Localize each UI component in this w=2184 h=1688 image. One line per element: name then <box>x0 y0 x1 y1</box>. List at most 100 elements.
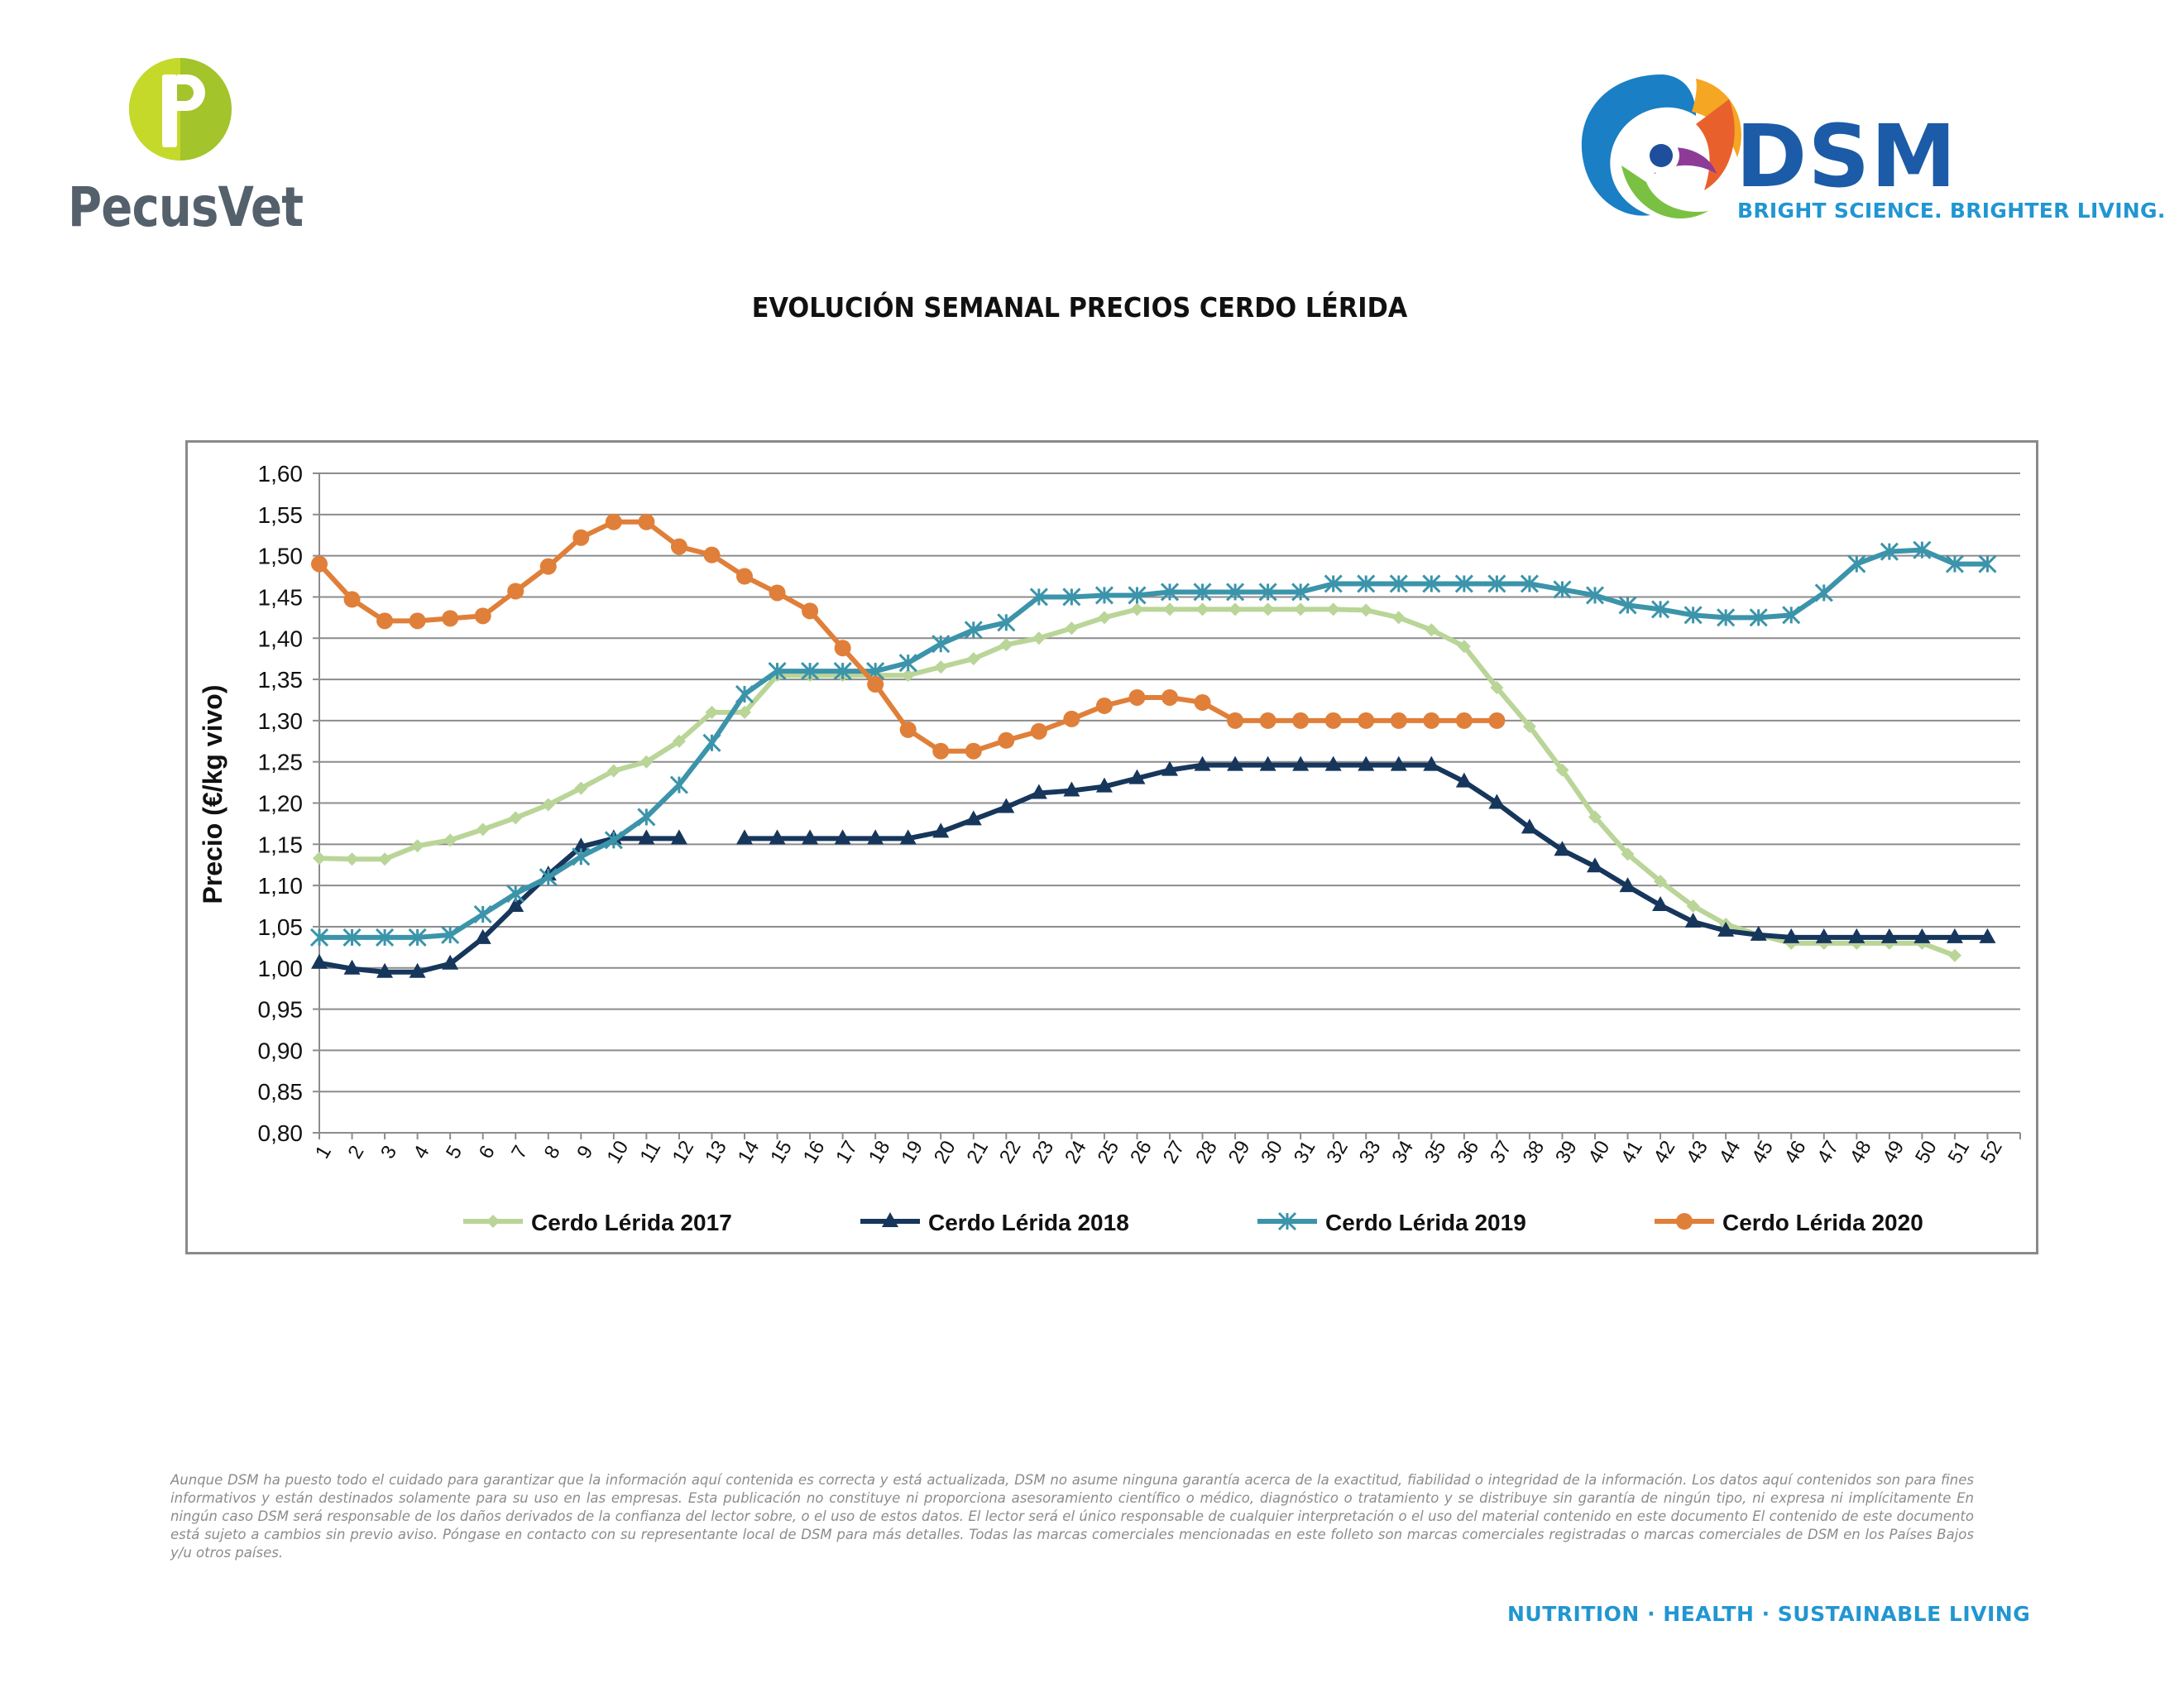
data-point <box>1258 583 1277 602</box>
y-tick-label: 1,60 <box>258 461 304 487</box>
data-point <box>1422 574 1441 593</box>
x-tick-label: 18 <box>864 1137 895 1168</box>
data-point <box>1815 928 1832 943</box>
data-point <box>1848 928 1866 943</box>
x-tick-label: 37 <box>1486 1137 1516 1168</box>
data-point <box>409 612 426 630</box>
data-point <box>637 808 656 827</box>
data-point <box>1455 712 1473 729</box>
data-point <box>1945 554 1964 573</box>
data-point <box>1782 606 1801 625</box>
data-point <box>1847 554 1866 573</box>
data-point <box>574 781 588 795</box>
x-tick-label: 35 <box>1420 1137 1451 1168</box>
x-tick-label: 33 <box>1355 1137 1386 1168</box>
x-tick-label: 36 <box>1453 1137 1483 1168</box>
data-point <box>541 798 555 812</box>
x-tick-label: 15 <box>766 1137 797 1168</box>
data-point <box>1324 755 1342 771</box>
x-tick-label: 17 <box>831 1137 862 1168</box>
x-tick-label: 38 <box>1519 1137 1549 1168</box>
x-tick-label: 43 <box>1682 1137 1712 1168</box>
x-tick-label: 7 <box>507 1142 532 1163</box>
data-point <box>1457 640 1471 654</box>
data-point <box>539 558 557 575</box>
y-tick-label: 1,20 <box>258 791 304 817</box>
data-point <box>1128 688 1146 706</box>
x-tick-label: 9 <box>572 1142 597 1163</box>
x-tick-label: 31 <box>1290 1137 1320 1168</box>
x-tick-label: 25 <box>1094 1137 1124 1168</box>
y-tick-label: 0,80 <box>258 1120 304 1146</box>
data-point <box>1619 877 1636 893</box>
dsm-logo-text: DSM <box>1736 106 1957 207</box>
data-point <box>1749 608 1768 627</box>
data-point <box>672 734 686 748</box>
legend-label: Cerdo Lérida 2020 <box>1722 1210 1923 1235</box>
data-point <box>1488 794 1506 809</box>
x-tick-label: 2 <box>344 1142 369 1163</box>
data-point <box>899 721 917 738</box>
data-point <box>1425 623 1439 637</box>
data-point <box>1324 712 1342 729</box>
data-point <box>1292 755 1310 771</box>
data-point <box>1227 712 1244 729</box>
data-point <box>408 928 427 947</box>
data-point <box>1913 540 1932 559</box>
data-point <box>1880 928 1898 943</box>
x-tick-label: 1 <box>311 1142 336 1163</box>
data-point <box>1684 606 1703 625</box>
data-point <box>834 829 851 845</box>
data-point <box>867 676 884 693</box>
data-point <box>1423 755 1440 771</box>
page-title: EVOLUCIÓN SEMANAL PRECIOS CERDO LÉRIDA <box>751 291 1408 324</box>
y-tick-label: 1,40 <box>258 626 304 651</box>
data-point <box>1487 574 1506 593</box>
data-point <box>1618 596 1637 615</box>
data-point <box>1488 712 1506 729</box>
data-point <box>342 928 362 947</box>
data-point <box>1357 574 1376 593</box>
data-point <box>1029 587 1048 607</box>
data-point <box>1783 928 1800 943</box>
disclaimer-text: Aunque DSM ha puesto todo el cuidado par… <box>170 1472 1974 1561</box>
y-tick-label: 1,45 <box>258 584 304 610</box>
data-point <box>311 953 328 969</box>
x-tick-label: 47 <box>1813 1137 1843 1168</box>
data-point <box>1684 912 1702 928</box>
data-point <box>1554 841 1571 856</box>
data-point <box>1423 712 1440 729</box>
data-point <box>997 613 1016 632</box>
data-point <box>376 928 395 947</box>
data-point <box>1521 818 1538 834</box>
data-point <box>410 839 424 853</box>
data-point <box>441 925 460 944</box>
data-point <box>1978 554 1997 573</box>
x-tick-label: 44 <box>1715 1137 1746 1168</box>
x-tick-label: 28 <box>1191 1137 1222 1168</box>
data-point <box>539 868 558 887</box>
x-tick-label: 49 <box>1878 1137 1909 1168</box>
x-tick-label: 45 <box>1747 1137 1778 1168</box>
data-point <box>1880 542 1899 561</box>
data-point <box>1979 928 1996 943</box>
data-point <box>506 885 525 904</box>
data-point <box>1226 583 1245 602</box>
x-tick-label: 5 <box>442 1142 467 1163</box>
y-tick-label: 1,10 <box>258 873 304 899</box>
data-point <box>1095 697 1113 714</box>
data-point <box>1676 1213 1693 1230</box>
x-tick-label: 10 <box>602 1137 633 1168</box>
y-tick-label: 1,15 <box>258 832 304 857</box>
data-point <box>1097 611 1111 625</box>
data-point <box>901 669 915 683</box>
data-point <box>966 652 980 666</box>
y-tick-label: 0,85 <box>258 1079 304 1105</box>
x-tick-label: 30 <box>1257 1137 1287 1168</box>
data-point <box>932 742 950 760</box>
data-point <box>705 705 719 719</box>
data-point <box>736 829 753 845</box>
x-tick-label: 8 <box>540 1142 565 1163</box>
dsm-logo-tagline: BRIGHT SCIENCE. BRIGHTER LIVING. <box>1737 199 2166 223</box>
data-point <box>1063 710 1080 727</box>
